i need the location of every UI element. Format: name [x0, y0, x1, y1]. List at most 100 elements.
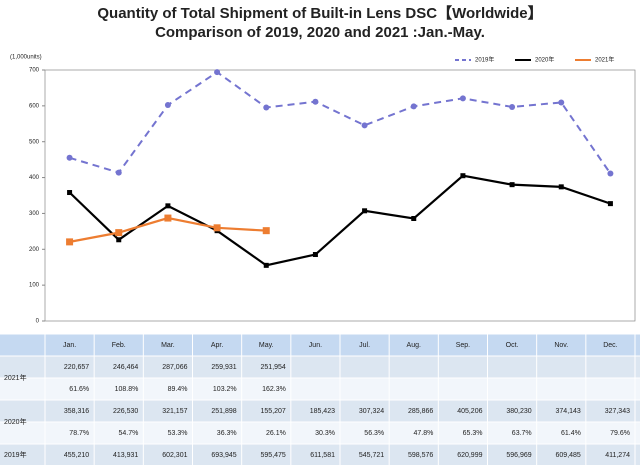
point	[262, 227, 270, 235]
table-row-label: 2019年	[4, 450, 27, 459]
legend-label: 2019年	[475, 56, 494, 64]
table-yoy: 78.7%	[69, 430, 89, 437]
table-value: 259,931	[211, 364, 236, 371]
table-value: 693,945	[211, 452, 236, 459]
table-value: 545,721	[359, 452, 384, 459]
table-yoy: 56.3%	[364, 430, 384, 437]
y-tick-label: 200	[29, 247, 40, 253]
point	[263, 262, 269, 268]
table-value: 287,066	[162, 364, 187, 371]
point	[509, 103, 516, 110]
point	[263, 104, 270, 111]
table-header: Jan.	[63, 342, 76, 349]
table-header: Jun.	[309, 342, 322, 349]
table-yoy: 103.2%	[213, 386, 237, 393]
table-header: Apr.	[211, 342, 224, 349]
table-value: 251,898	[211, 408, 236, 415]
table-value: 596,969	[506, 452, 531, 459]
point	[410, 103, 417, 110]
table-row-bg	[0, 422, 640, 444]
table-yoy: 54.7%	[118, 430, 138, 437]
table-value: 602,301	[162, 452, 187, 459]
table-value: 358,316	[64, 408, 89, 415]
table-value: 411,274	[605, 452, 630, 459]
table-row-label: 2020年	[4, 417, 27, 426]
table-yoy: 61.4%	[561, 430, 581, 437]
table-value: 380,230	[506, 408, 531, 415]
table-header: Feb.	[112, 342, 126, 349]
y-tick-label: 100	[29, 283, 40, 289]
table-row-label: 2021年	[4, 373, 27, 382]
y-tick-label: 600	[29, 103, 40, 109]
table-value: 405,206	[457, 408, 482, 415]
table-yoy: 61.6%	[69, 386, 89, 393]
point	[459, 95, 466, 102]
point	[558, 184, 564, 190]
y-tick-label: 700	[29, 68, 40, 74]
legend-label: 2020年	[535, 56, 554, 64]
table-header: Mar.	[161, 342, 175, 349]
y-tick-label: 300	[29, 211, 40, 217]
point	[361, 122, 368, 129]
table-yoy: 65.3%	[463, 430, 483, 437]
table-header: Sep.	[456, 342, 470, 349]
table-header: Nov.	[554, 342, 568, 349]
table-header: Aug.	[407, 342, 421, 349]
table-yoy: 47.8%	[413, 430, 433, 437]
table-row-bg	[0, 444, 640, 465]
point	[66, 238, 74, 246]
point	[558, 99, 565, 106]
table-value: 285,866	[408, 408, 433, 415]
table-value: 609,485	[556, 452, 581, 459]
table-value: 185,423	[310, 408, 335, 415]
chart-title: Quantity of Total Shipment of Built-in L…	[97, 4, 542, 22]
table-value: 321,157	[162, 408, 187, 415]
point	[312, 252, 318, 258]
point	[214, 69, 221, 76]
series-line	[69, 70, 612, 175]
point	[411, 215, 417, 221]
table-yoy: 63.7%	[512, 430, 532, 437]
table-value: 595,475	[261, 452, 286, 459]
point	[67, 190, 73, 196]
plot-area	[44, 69, 636, 322]
point	[165, 203, 171, 209]
table-value: 598,576	[408, 452, 433, 459]
table-value: 620,999	[457, 452, 482, 459]
y-tick-label: 0	[36, 319, 40, 325]
series-line	[68, 174, 611, 267]
table-value: 246,464	[113, 364, 138, 371]
table-yoy: 89.4%	[168, 386, 188, 393]
table-value: 251,954	[261, 364, 286, 371]
point	[116, 237, 122, 243]
point	[607, 201, 613, 207]
table-header: May.	[259, 342, 274, 349]
table-header-bg	[0, 334, 640, 356]
point	[115, 169, 122, 176]
point	[362, 208, 368, 214]
table-header: Oct.	[506, 342, 519, 349]
table-row-bg	[0, 356, 640, 378]
table-row-bg	[0, 378, 640, 400]
table-value: 226,530	[113, 408, 138, 415]
point	[607, 170, 614, 177]
table-value: 455,210	[64, 452, 89, 459]
point	[213, 224, 221, 232]
table-value: 307,324	[359, 408, 384, 415]
table-yoy: 162.3%	[262, 386, 286, 393]
table-header: Dec.	[603, 342, 617, 349]
y-tick-label: 500	[29, 139, 40, 145]
table-value: 155,207	[261, 408, 286, 415]
y-axis-label: (1,000units)	[10, 55, 42, 61]
point	[460, 173, 466, 179]
table-yoy: 79.6%	[610, 430, 630, 437]
point	[164, 214, 172, 222]
y-tick-label: 400	[29, 175, 40, 181]
point	[66, 154, 73, 161]
table-yoy: 26.1%	[266, 430, 286, 437]
table-row-bg	[0, 400, 640, 422]
table-yoy: 108.8%	[115, 386, 139, 393]
table-value: 374,143	[556, 408, 581, 415]
table-yoy: 36.3%	[217, 430, 237, 437]
